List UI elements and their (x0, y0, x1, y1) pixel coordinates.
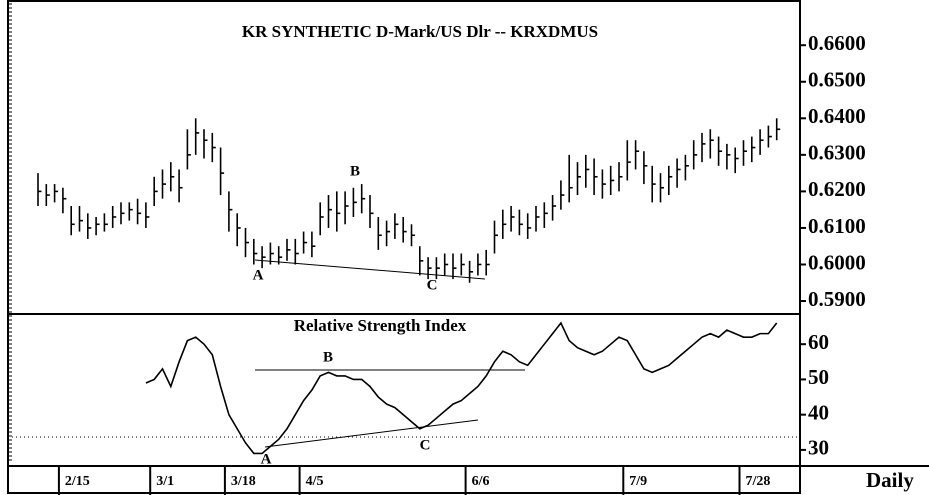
frame (7, 0, 801, 494)
rsi-title: Relative Strength Index (294, 316, 467, 335)
x-tick-label: 3/18 (231, 474, 256, 489)
annotation: C (420, 437, 431, 453)
annotation: A (261, 451, 272, 467)
x-axis-label: Daily (866, 468, 914, 492)
y-tick-label: 0.6200 (808, 177, 866, 201)
y-tick-label: 0.6300 (808, 141, 866, 165)
annotation: B (323, 349, 333, 365)
trend-line (254, 259, 486, 280)
y-tick-label: 0.6500 (808, 68, 866, 92)
y-tick-label: 50 (808, 365, 829, 389)
y-tick-label: 0.6600 (808, 31, 866, 55)
x-tick-label: 2/15 (65, 474, 90, 489)
y-tick-label: 0.6400 (808, 104, 866, 128)
chart-title: KR SYNTHETIC D-Mark/US Dlr -- KRXDMUS (242, 22, 598, 41)
y-tick-label: 0.5900 (808, 287, 866, 311)
trend-line (264, 419, 479, 448)
y-tick-label: 40 (808, 400, 829, 424)
rsi-line (145, 321, 778, 455)
annotation: A (253, 267, 264, 283)
y-tick-label: 60 (808, 330, 829, 354)
x-tick-label: 7/28 (746, 474, 771, 489)
x-tick-label: 3/1 (156, 474, 174, 489)
annotation: B (350, 163, 360, 179)
x-tick-label: 7/9 (629, 474, 647, 489)
y-tick-label: 30 (808, 436, 829, 460)
y-tick-label: 0.6000 (808, 250, 866, 274)
y-tick-label: 0.6100 (808, 214, 866, 238)
x-tick-label: 6/6 (472, 474, 490, 489)
x-tick-label: 4/5 (306, 474, 324, 489)
annotation: C (427, 277, 438, 293)
